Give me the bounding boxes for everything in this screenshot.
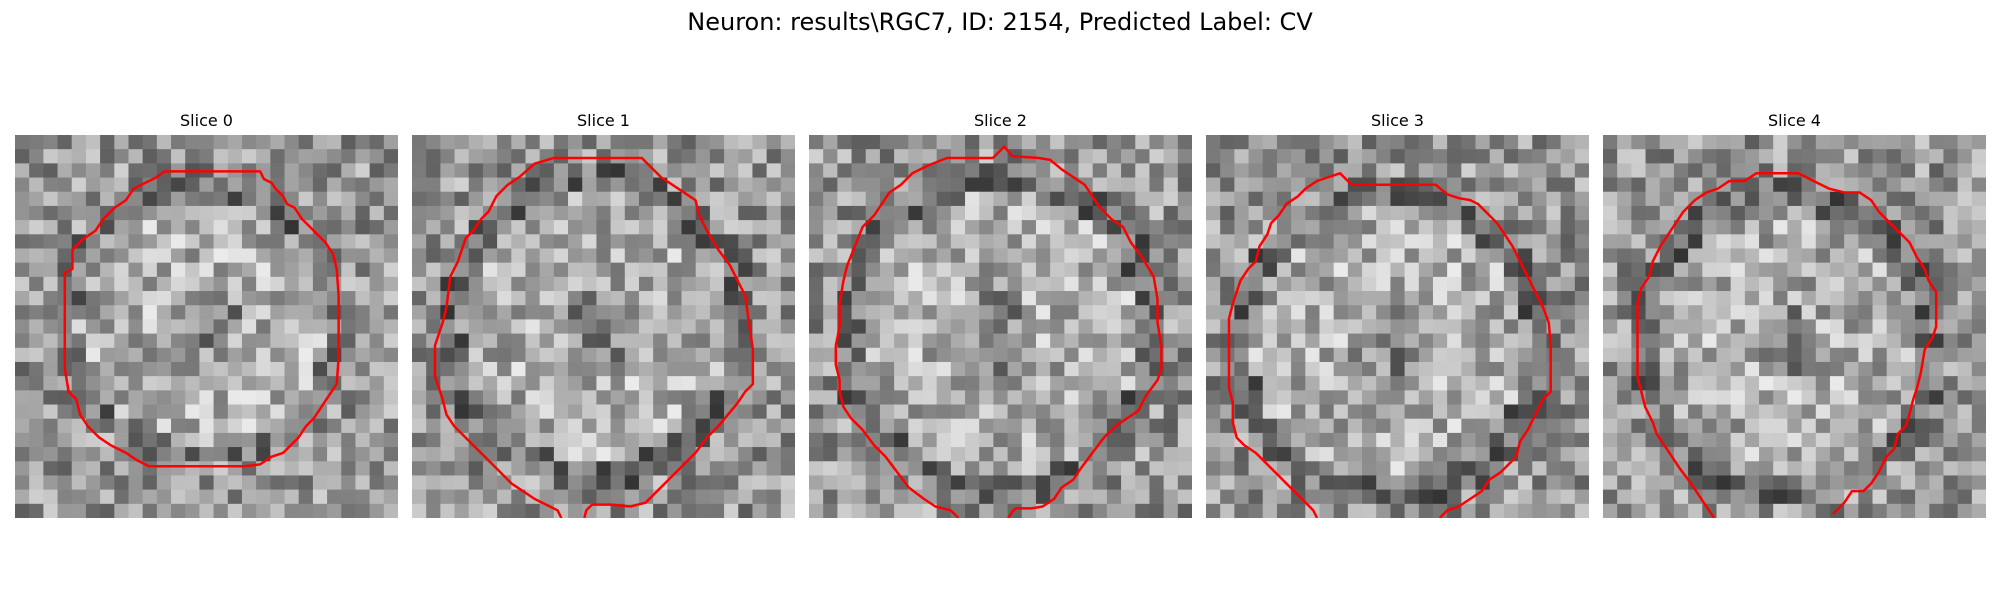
slice-image [412, 135, 795, 518]
slice-image [15, 135, 398, 518]
slice-panel-1: Slice 1 [412, 110, 795, 518]
slice-title: Slice 1 [577, 111, 630, 130]
cell-contour-outline [1227, 172, 1552, 518]
cell-contour-outline [1636, 172, 1938, 518]
figure-title: Neuron: results\RGC7, ID: 2154, Predicte… [687, 8, 1313, 36]
slice-image [1206, 135, 1589, 518]
cell-contour-outline [834, 145, 1163, 518]
grayscale-pixel-grid [1603, 135, 1986, 518]
grayscale-pixel-grid [412, 135, 795, 518]
slice-title: Slice 2 [974, 111, 1027, 130]
slice-panel-4: Slice 4 [1603, 110, 1986, 518]
cell-contour-outline [433, 156, 755, 518]
slice-title: Slice 0 [180, 111, 233, 130]
grayscale-pixel-grid [1206, 135, 1589, 518]
slice-title: Slice 4 [1768, 111, 1821, 130]
slice-panel-0: Slice 0 [15, 110, 398, 518]
grayscale-pixel-grid [809, 135, 1192, 518]
slice-image [809, 135, 1192, 518]
cell-contour-outline [63, 170, 340, 468]
slice-panel-2: Slice 2 [809, 110, 1192, 518]
grayscale-pixel-grid [15, 135, 398, 518]
slice-image [1603, 135, 1986, 518]
slice-title: Slice 3 [1371, 111, 1424, 130]
slice-panel-3: Slice 3 [1206, 110, 1589, 518]
